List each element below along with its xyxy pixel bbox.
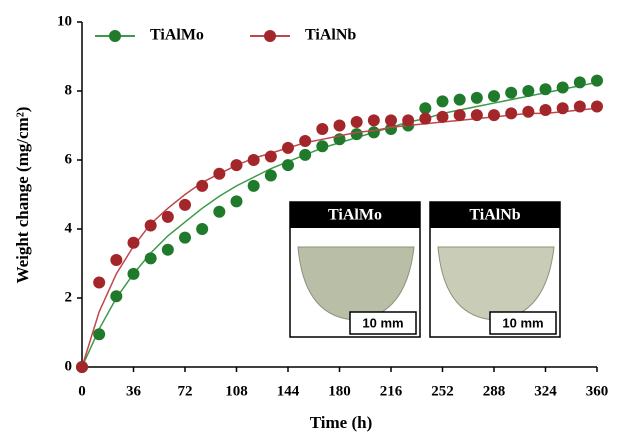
data-point — [161, 243, 174, 256]
scale-label: 10 mm — [362, 315, 403, 330]
data-point — [488, 90, 500, 103]
data-point — [436, 110, 449, 123]
data-point — [196, 179, 209, 192]
data-point — [76, 361, 88, 373]
scale-box — [349, 311, 417, 335]
x-tick-label: 216 — [380, 383, 403, 399]
data-point — [230, 159, 243, 172]
data-point — [556, 102, 569, 115]
data-point — [350, 128, 363, 141]
data-point — [436, 95, 449, 108]
data-point — [350, 116, 363, 129]
data-point — [419, 102, 432, 115]
data-point — [539, 83, 552, 96]
data-point — [282, 141, 294, 154]
data-point — [367, 126, 380, 139]
data-point — [402, 114, 415, 127]
data-point — [591, 100, 603, 113]
x-tick-label: 108 — [225, 383, 248, 399]
data-point — [179, 231, 191, 244]
data-point — [299, 135, 312, 148]
data-point — [264, 169, 277, 182]
data-point — [93, 328, 106, 341]
x-tick-label: 144 — [277, 383, 300, 399]
data-point — [488, 109, 500, 122]
y-tick-label: 4 — [65, 220, 73, 236]
data-point — [453, 93, 466, 106]
data-point — [591, 74, 603, 87]
data-point — [505, 107, 518, 120]
y-tick-label: 0 — [65, 358, 73, 374]
data-point — [179, 198, 191, 211]
data-point — [522, 85, 535, 97]
data-point — [316, 140, 329, 153]
legend-label: TiAlNb — [305, 27, 356, 44]
inset-label: TiAlNb — [469, 207, 520, 224]
y-tick-label: 2 — [65, 289, 73, 305]
legend-marker — [109, 30, 121, 42]
data-point — [505, 86, 518, 99]
data-point — [127, 236, 140, 249]
data-point — [144, 219, 157, 232]
y-tick-label: 8 — [65, 82, 73, 98]
data-point — [316, 122, 329, 135]
data-point — [127, 267, 140, 280]
data-point — [539, 103, 552, 116]
data-point — [333, 119, 346, 132]
y-tick-label: 10 — [57, 13, 72, 29]
y-tick-label: 6 — [65, 151, 73, 167]
data-point — [522, 105, 535, 118]
data-point — [385, 122, 397, 135]
data-point — [213, 167, 226, 180]
data-point — [264, 150, 277, 163]
x-tick-label: 252 — [431, 383, 454, 399]
x-tick-label: 288 — [483, 383, 506, 399]
legend-label: TiAlMo — [150, 27, 204, 44]
data-point — [556, 81, 569, 94]
inset-header — [430, 202, 560, 228]
data-point — [282, 159, 294, 172]
data-point — [470, 109, 483, 122]
data-point — [247, 154, 260, 166]
data-point — [230, 195, 243, 208]
data-point — [247, 179, 260, 192]
x-tick-label: 36 — [126, 383, 142, 399]
legend-marker — [264, 30, 276, 42]
x-tick-label: 0 — [78, 383, 86, 399]
data-point — [299, 148, 312, 161]
data-point — [385, 114, 397, 127]
data-point — [161, 210, 174, 223]
data-point — [367, 114, 380, 127]
data-point — [213, 205, 226, 218]
data-point — [453, 109, 466, 122]
inset-label: TiAlMo — [328, 207, 382, 224]
data-point — [144, 252, 157, 265]
x-tick-label: 180 — [328, 383, 351, 399]
x-axis-label: Time (h) — [310, 413, 373, 432]
data-point — [93, 276, 106, 289]
data-point — [419, 112, 432, 125]
data-point — [470, 91, 483, 104]
x-tick-label: 72 — [178, 383, 193, 399]
x-tick-label: 324 — [534, 383, 557, 399]
scale-box — [489, 311, 557, 335]
data-point — [110, 290, 123, 303]
data-point — [573, 76, 586, 89]
y-axis-label: Weight change (mg/cm²) — [13, 107, 32, 284]
data-point — [110, 254, 123, 267]
inset-header — [290, 202, 420, 228]
data-point — [196, 223, 209, 235]
data-point — [573, 100, 586, 113]
x-tick-label: 360 — [586, 383, 609, 399]
scale-label: 10 mm — [502, 315, 543, 330]
